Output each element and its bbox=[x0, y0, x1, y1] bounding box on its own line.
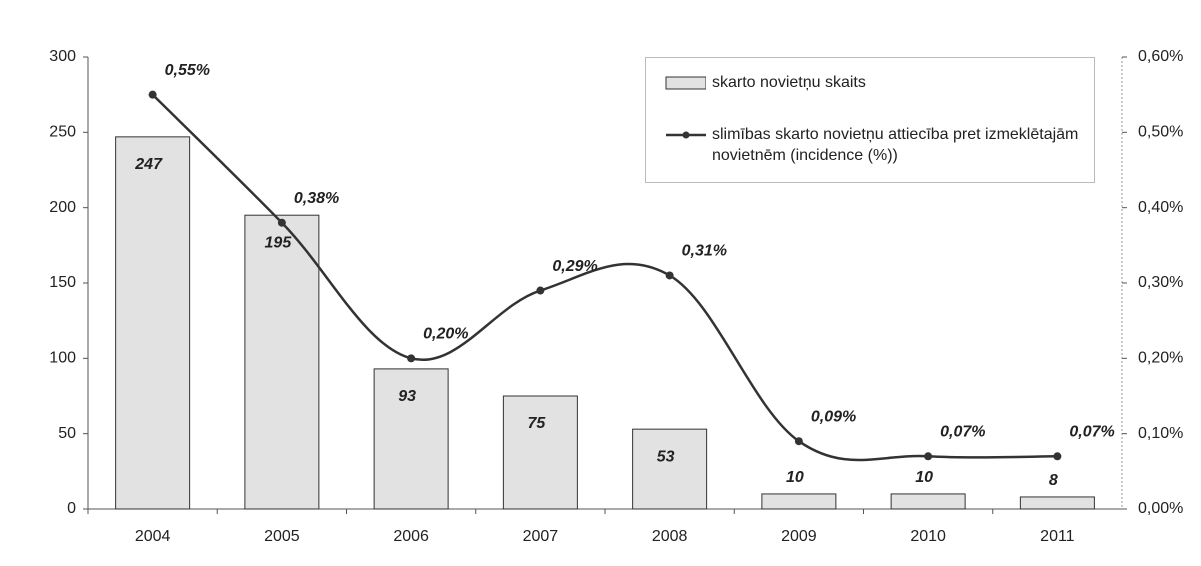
x-tick-label: 2009 bbox=[781, 528, 817, 545]
y-tick-label: 300 bbox=[49, 48, 76, 65]
x-tick-label: 2010 bbox=[910, 528, 946, 545]
x-tick-label: 2004 bbox=[135, 528, 171, 545]
bar-value-label: 195 bbox=[265, 234, 293, 251]
line-value-label: 0,55% bbox=[165, 62, 210, 79]
y-tick-label: 250 bbox=[49, 124, 76, 141]
bar-value-label: 53 bbox=[657, 448, 675, 465]
y2-tick-label: 0,50% bbox=[1138, 124, 1183, 141]
bar-value-label: 8 bbox=[1049, 472, 1058, 489]
x-tick-label: 2005 bbox=[264, 528, 300, 545]
bar-value-label: 10 bbox=[915, 469, 933, 486]
x-tick-label: 2007 bbox=[523, 528, 559, 545]
bar bbox=[632, 428, 708, 510]
y2-tick-label: 0,20% bbox=[1138, 350, 1183, 367]
legend-label: skarto novietņu skaits bbox=[712, 74, 866, 91]
y-tick-label: 0 bbox=[67, 500, 76, 517]
line-marker bbox=[794, 437, 803, 446]
line-marker bbox=[407, 354, 416, 363]
y2-tick-label: 0,10% bbox=[1138, 425, 1183, 442]
line-value-label: 0,20% bbox=[423, 326, 468, 343]
y-tick-label: 100 bbox=[49, 350, 76, 367]
bar bbox=[761, 493, 837, 510]
line-marker bbox=[148, 90, 157, 99]
x-tick-label: 2008 bbox=[652, 528, 688, 545]
bar bbox=[502, 395, 578, 510]
line-marker bbox=[924, 452, 933, 461]
bar bbox=[1019, 496, 1095, 510]
x-tick-label: 2011 bbox=[1040, 528, 1075, 545]
x-tick-label: 2006 bbox=[393, 528, 429, 545]
line-value-label: 0,38% bbox=[294, 190, 339, 207]
bar bbox=[244, 214, 320, 510]
legend-label: slimības skarto novietņu attiecība pret … bbox=[712, 126, 1079, 164]
line-marker bbox=[536, 286, 545, 295]
y2-tick-label: 0,00% bbox=[1138, 500, 1183, 517]
bar-value-label: 93 bbox=[398, 388, 416, 405]
line-marker bbox=[1053, 452, 1062, 461]
line-value-label: 0,09% bbox=[811, 408, 856, 425]
y-tick-label: 150 bbox=[49, 274, 76, 291]
line-value-label: 0,07% bbox=[1069, 423, 1114, 440]
line-value-label: 0,31% bbox=[682, 243, 727, 260]
y2-tick-label: 0,60% bbox=[1138, 48, 1183, 65]
legend-swatches bbox=[665, 76, 706, 139]
y2-tick-label: 0,40% bbox=[1138, 199, 1183, 216]
bar-value-label: 10 bbox=[786, 469, 804, 486]
bar-value-label: 75 bbox=[527, 415, 546, 432]
legend-swatch-bar bbox=[665, 76, 706, 90]
bar-value-label: 247 bbox=[134, 156, 163, 173]
line-value-label: 0,29% bbox=[552, 258, 597, 275]
bar bbox=[115, 136, 191, 510]
line bbox=[151, 93, 1058, 462]
line-marker bbox=[665, 271, 674, 280]
y-tick-label: 200 bbox=[49, 199, 76, 216]
bar bbox=[373, 368, 449, 510]
line-value-label: 0,07% bbox=[940, 423, 985, 440]
y2-tick-label: 0,30% bbox=[1138, 274, 1183, 291]
bar bbox=[890, 493, 966, 510]
line-marker bbox=[277, 218, 286, 227]
legend-swatch-marker bbox=[682, 131, 690, 139]
y-tick-label: 50 bbox=[58, 425, 76, 442]
legend: skarto novietņu skaits slimības skarto n… bbox=[645, 57, 1095, 183]
